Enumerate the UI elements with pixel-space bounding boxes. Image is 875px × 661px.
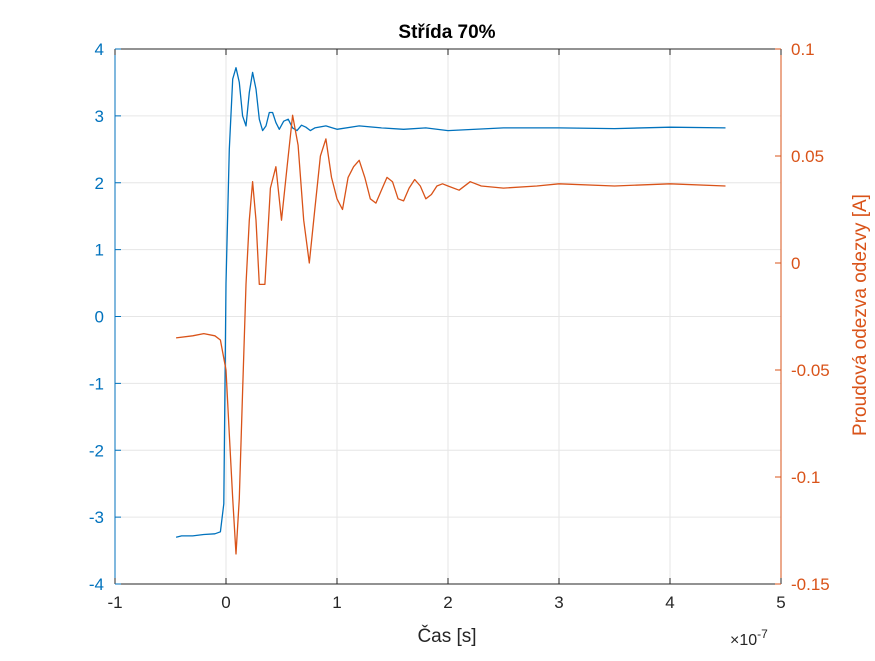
right-y-tick-label: 0 bbox=[791, 254, 800, 273]
left-y-tick-label: 0 bbox=[95, 308, 104, 327]
left-y-tick-label: 2 bbox=[95, 174, 104, 193]
right-y-tick-label: 0.1 bbox=[791, 40, 815, 59]
x-tick-label: 4 bbox=[665, 593, 674, 612]
x-exponent-base: ×10 bbox=[730, 632, 757, 649]
left-y-tick-label: -2 bbox=[89, 441, 104, 460]
x-exponent-power: -7 bbox=[757, 627, 768, 641]
right-y-tick-label: 0.05 bbox=[791, 147, 824, 166]
right-y-tick-label: -0.15 bbox=[791, 575, 830, 594]
left-y-tick-label: -1 bbox=[89, 374, 104, 393]
x-tick-label: 5 bbox=[776, 593, 785, 612]
right-y-tick-label: -0.1 bbox=[791, 468, 820, 487]
axes-layer: -1 0 1 2 3 4 5 -4 -3 -2 -1 0 1 2 3 4 -0.15 -0.1 -0.05 0 0.05… bbox=[89, 40, 830, 612]
series-line-right bbox=[176, 114, 726, 555]
grid-layer bbox=[115, 49, 781, 584]
left-y-tick-label: -3 bbox=[89, 508, 104, 527]
x-tick-label: 0 bbox=[221, 593, 230, 612]
left-y-tick-label: 1 bbox=[95, 241, 104, 260]
x-axis-label: Čas [s] bbox=[417, 625, 476, 647]
series-layer bbox=[175, 67, 726, 555]
x-tick-label: 3 bbox=[554, 593, 563, 612]
left-y-tick-label: -4 bbox=[89, 575, 104, 594]
right-y-tick-label: -0.05 bbox=[791, 361, 830, 380]
right-axis-label: Proudová odezva odezvy [A] bbox=[850, 194, 871, 436]
x-axis-exponent: ×10-7 bbox=[730, 627, 768, 649]
x-tick-label: 1 bbox=[332, 593, 341, 612]
left-y-tick-label: 4 bbox=[95, 40, 104, 59]
left-y-tick-label: 3 bbox=[95, 107, 104, 126]
chart-title: Střída 70% bbox=[398, 22, 495, 43]
series-line-left bbox=[175, 67, 726, 538]
x-tick-label: -1 bbox=[107, 593, 122, 612]
x-tick-label: 2 bbox=[443, 593, 452, 612]
